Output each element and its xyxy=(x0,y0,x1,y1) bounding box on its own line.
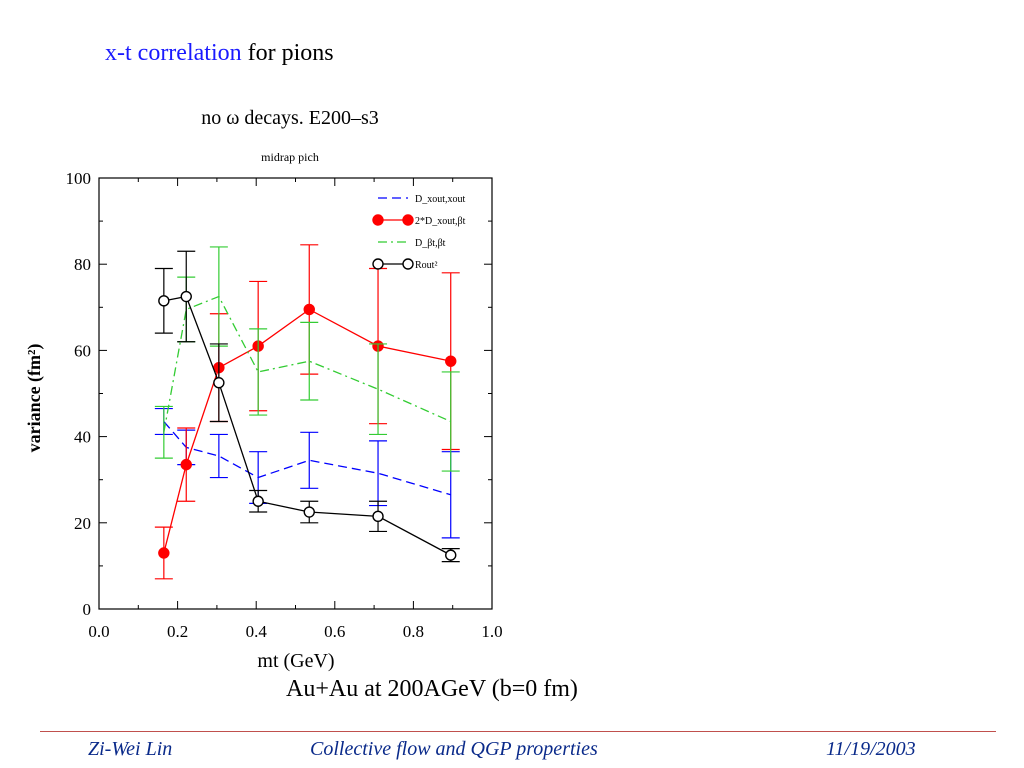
legend-entry: D_βt,βt xyxy=(378,238,446,249)
data-point xyxy=(180,290,192,303)
x-tick-label: 0.2 xyxy=(167,622,188,641)
legend-label: Rout² xyxy=(415,260,437,271)
data-point xyxy=(213,377,225,389)
x-tick-label: 0.6 xyxy=(324,622,345,641)
footer-divider xyxy=(40,731,996,732)
data-point xyxy=(303,303,315,316)
legend-label: D_βt,βt xyxy=(415,238,446,249)
footer-talk-title: Collective flow and QGP properties xyxy=(310,738,598,760)
y-tick-label: 80 xyxy=(74,255,91,274)
x-tick-label: 0.4 xyxy=(246,622,268,641)
x-axis-label: mt (GeV) xyxy=(257,650,334,672)
legend-entry: 2*D_xout,βt xyxy=(372,214,466,227)
data-point xyxy=(372,510,384,523)
data-point xyxy=(445,355,457,367)
legend: D_xout,xout 2*D_xout,βt D_βt,βt Rout² xyxy=(372,194,466,271)
x-axis-ticks: 0.0 0.2 0.4 0.6 0.8 1.0 xyxy=(88,178,503,641)
data-point xyxy=(303,506,315,518)
y-tick-label: 40 xyxy=(74,428,91,447)
legend-marker xyxy=(402,258,414,270)
chart-caption: Au+Au at 200AGeV (b=0 fm) xyxy=(286,676,578,702)
y-tick-label: 0 xyxy=(83,600,92,619)
data-point xyxy=(158,295,170,307)
data-point xyxy=(252,495,264,507)
series-line xyxy=(163,295,451,433)
series-3 xyxy=(154,250,460,563)
x-tick-label: 0.8 xyxy=(403,622,424,641)
legend-marker xyxy=(372,258,384,270)
y-tick-label: 20 xyxy=(74,514,91,533)
series-layer xyxy=(154,244,460,580)
series-1 xyxy=(154,244,460,580)
y-tick-label: 100 xyxy=(66,169,92,188)
x-tick-label: 0.0 xyxy=(88,622,109,641)
legend-label: D_xout,xout xyxy=(415,194,466,205)
y-axis-label: variance (fm²) xyxy=(24,344,45,453)
chart-title: no ω decays. E200–s3 xyxy=(201,107,379,129)
x-tick-label: 1.0 xyxy=(481,622,502,641)
legend-label: 2*D_xout,βt xyxy=(415,216,466,227)
series-2 xyxy=(154,246,460,472)
footer-date: 11/19/2003 xyxy=(826,738,916,760)
legend-entry: D_xout,xout xyxy=(378,194,466,205)
slide-title-rest: for pions xyxy=(241,40,334,66)
chart-subtitle: midrap pich xyxy=(261,150,319,164)
data-point xyxy=(158,547,170,559)
slide-title-highlight: x-t correlation xyxy=(105,40,242,66)
series-0 xyxy=(154,407,460,539)
slide-title: x-t correlation for pions xyxy=(105,40,334,67)
y-axis-ticks: 0 20 40 60 80 100 xyxy=(66,169,492,619)
legend-marker xyxy=(402,214,414,226)
legend-marker xyxy=(372,214,384,226)
data-point xyxy=(180,458,192,471)
footer-author: Zi-Wei Lin xyxy=(88,738,173,760)
legend-entry: Rout² xyxy=(372,258,437,271)
y-tick-label: 60 xyxy=(74,341,91,360)
data-point xyxy=(445,549,457,561)
